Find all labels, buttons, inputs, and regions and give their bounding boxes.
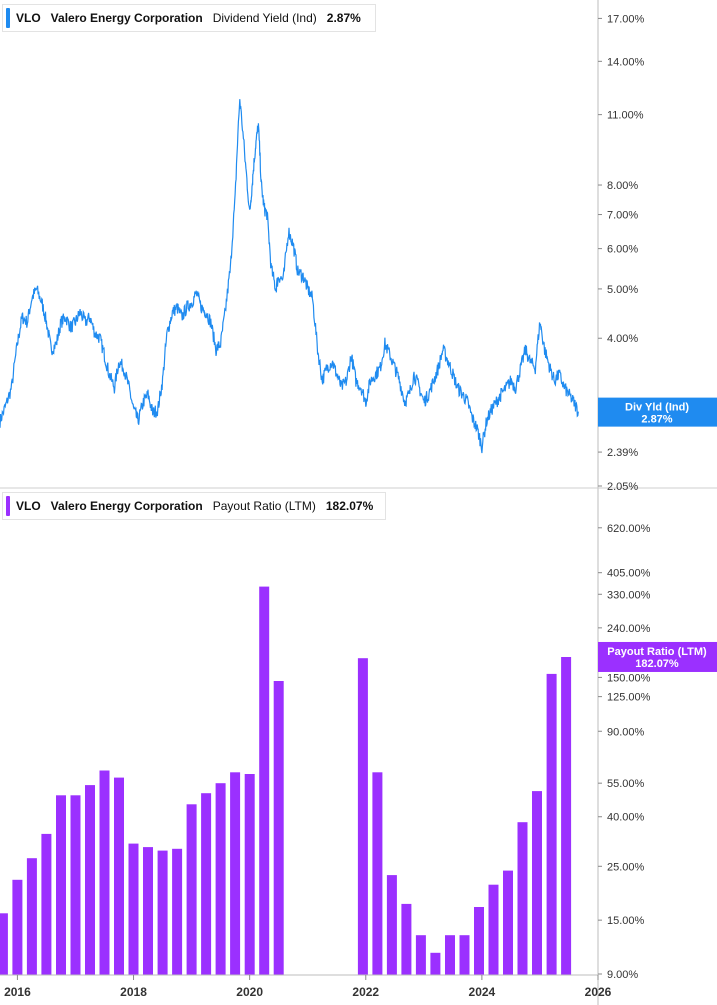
x-tick-label: 2016 [4,985,31,999]
y-tick-label: 14.00% [607,56,645,68]
legend-ticker: VLO [16,499,41,513]
dividend-yield-line [0,99,579,454]
tag-value: 182.07% [635,658,679,670]
legend-dividend-yield[interactable]: VLO Valero Energy Corporation Dividend Y… [2,4,376,32]
y-tick-label: 25.00% [607,861,645,873]
payout-bar [503,870,513,975]
y-tick-label: 2.05% [607,481,638,493]
payout-bar [128,843,139,975]
payout-ratio-tag: Payout Ratio (LTM)182.07% [598,641,717,672]
legend-metric: Dividend Yield (Ind) [212,11,317,25]
y-tick-label: 7.00% [607,210,638,222]
payout-bar [215,783,226,975]
payout-bar [85,785,95,975]
payout-bar [459,935,470,975]
payout-bar [372,772,383,975]
payout-bar [401,903,412,975]
y-tick-label: 2.39% [607,447,638,459]
payout-bar [430,952,441,975]
payout-bar [561,657,572,975]
payout-bar [273,681,284,975]
y-tick-label: 40.00% [607,812,645,824]
tag-label: Payout Ratio (LTM) [607,646,707,658]
payout-ratio-panel [0,586,572,975]
x-tick-label: 2020 [236,985,263,999]
payout-bar [114,777,124,975]
y-tick-label: 11.00% [607,110,644,122]
legend-company: Valero Energy Corporation [50,499,203,513]
payout-bar [99,770,110,975]
payout-bar [157,850,168,975]
payout-bar [474,907,484,975]
x-tick-label: 2024 [469,985,496,999]
payout-bar [56,795,66,975]
payout-bar [0,913,8,975]
payout-bar [143,847,153,975]
payout-bar [517,822,528,975]
payout-bar [357,658,368,975]
payout-bar [70,795,81,975]
legend-metric: Payout Ratio (LTM) [212,499,316,513]
legend-swatch-purple [6,496,10,516]
legend-swatch-blue [6,8,10,28]
dividend-yield-panel [0,99,579,454]
y-tick-label: 90.00% [607,726,645,738]
y-tick-label: 620.00% [607,523,651,535]
payout-bar [445,935,455,975]
payout-bar [532,791,542,975]
payout-bar [201,793,212,975]
payout-bar [415,935,426,975]
payout-bar [172,848,183,975]
y-tick-label: 15.00% [607,915,645,927]
payout-bar [488,884,499,975]
payout-bar [259,586,270,975]
payout-bar [41,833,52,975]
payout-bar [230,772,241,975]
y-tick-label: 55.00% [607,778,645,790]
payout-bar [26,858,37,975]
y-tick-label: 6.00% [607,244,638,256]
x-tick-label: 2018 [120,985,147,999]
legend-ticker: VLO [16,11,41,25]
payout-bar [12,879,23,975]
y-tick-label: 330.00% [607,589,651,601]
y-tick-label: 5.00% [607,284,638,296]
tag-bg [598,397,717,427]
legend-value: 182.07% [325,499,374,513]
x-tick-label: 2022 [352,985,379,999]
tag-label: Div Yld (Ind) [625,402,689,414]
payout-bar [386,875,397,975]
y-tick-label: 9.00% [607,969,638,981]
y-tick-label: 17.00% [607,13,645,25]
legend-value: 2.87% [326,11,361,25]
payout-bar [186,804,197,975]
y-tick-label: 240.00% [607,623,651,635]
payout-bar [546,673,557,975]
legend-company: Valero Energy Corporation [50,11,203,25]
y-tick-label: 8.00% [607,180,638,192]
tag-value: 2.87% [641,414,672,426]
y-tick-label: 405.00% [607,568,651,580]
dividend-yield-tag: Div Yld (Ind)2.87% [598,397,717,427]
x-tick-label: 2026 [585,985,612,999]
y-tick-label: 4.00% [607,333,638,345]
payout-bar [244,774,255,975]
y-tick-label: 150.00% [607,672,651,684]
y-tick-label: 125.00% [607,692,651,704]
legend-payout-ratio[interactable]: VLO Valero Energy Corporation Payout Rat… [2,492,386,520]
tag-bg [598,641,717,672]
